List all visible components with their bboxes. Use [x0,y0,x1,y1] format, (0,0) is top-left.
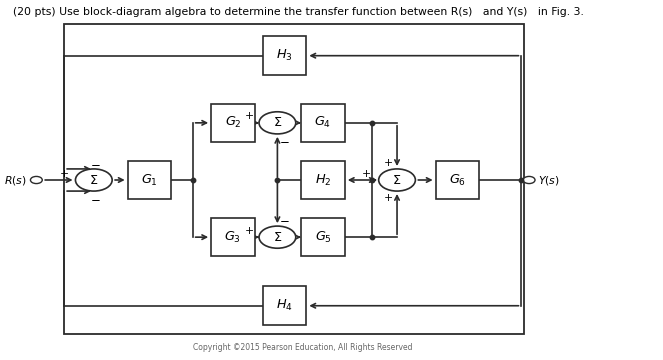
Text: $G_4$: $G_4$ [314,115,332,130]
Text: +: + [384,158,392,168]
Text: $G_1$: $G_1$ [141,172,158,188]
Bar [301,104,345,142]
Text: Copyright ©2015 Pearson Education, All Rights Reserved: Copyright ©2015 Pearson Education, All R… [192,343,412,352]
Text: $G_2$: $G_2$ [225,115,241,130]
Bar [263,36,306,75]
Circle shape [523,176,535,184]
Bar [64,23,524,334]
Text: +: + [245,111,254,121]
Text: $-$: $-$ [90,192,101,205]
Text: +: + [245,226,254,236]
Circle shape [259,112,296,134]
Text: $\Sigma$: $\Sigma$ [90,174,98,186]
Bar [263,287,306,325]
Text: $R(s)$: $R(s)$ [4,174,27,186]
Bar [211,218,255,256]
Text: $\Sigma$: $\Sigma$ [392,174,402,186]
Text: +: + [362,168,371,179]
Text: $H_4$: $H_4$ [276,298,293,313]
Text: $-$: $-$ [90,157,101,170]
Text: $H_2$: $H_2$ [315,172,332,188]
Bar [301,218,345,256]
Text: $\Sigma$: $\Sigma$ [272,231,282,244]
Text: $-$: $-$ [279,134,290,147]
Text: (20 pts) Use block-diagram algebra to determine the transfer function between R(: (20 pts) Use block-diagram algebra to de… [13,7,584,17]
Bar [301,161,345,199]
Text: +: + [60,168,70,179]
Bar [211,104,255,142]
Bar [127,161,172,199]
Circle shape [379,169,416,191]
Text: $G_3$: $G_3$ [225,230,241,245]
Bar [436,161,479,199]
Text: $Y(s)$: $Y(s)$ [538,174,560,186]
Text: $H_3$: $H_3$ [276,48,293,63]
Text: $G_6$: $G_6$ [449,172,466,188]
Circle shape [30,176,42,184]
Text: +: + [384,193,392,203]
Circle shape [76,169,112,191]
Text: $G_5$: $G_5$ [314,230,332,245]
Text: $\Sigma$: $\Sigma$ [272,116,282,129]
Text: $-$: $-$ [279,213,290,226]
Circle shape [259,226,296,248]
